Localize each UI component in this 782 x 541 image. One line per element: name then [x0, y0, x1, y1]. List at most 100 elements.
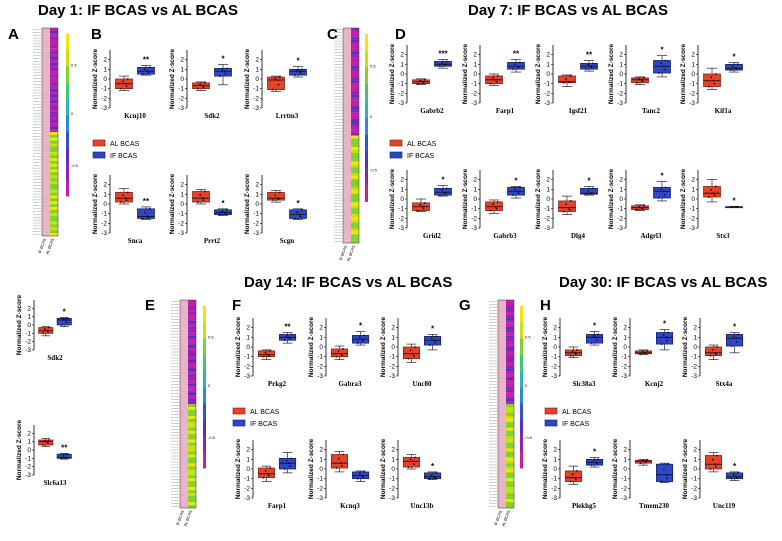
heatmap-cell: [50, 97, 58, 101]
heatmap-cell: [506, 442, 514, 446]
y-tick-label: 2: [391, 447, 395, 454]
y-tick-label: 2: [623, 325, 627, 332]
heatmap-cell: [343, 152, 351, 156]
heatmap-cell: [506, 401, 514, 405]
if-bcas-point: [662, 468, 665, 471]
heatmap-cell: [188, 421, 196, 425]
heatmap-cell: [50, 103, 58, 107]
y-tick-label: -2: [244, 485, 250, 492]
significance-marker: **: [586, 50, 593, 59]
heatmap-cell: [343, 144, 351, 148]
heatmap-cell: [506, 392, 514, 396]
heatmap-cell: [180, 460, 188, 464]
y-tick-label: 0: [180, 76, 184, 83]
if-bcas-box: [656, 332, 674, 345]
heatmap-cell: [506, 502, 514, 506]
if-bcas-point: [590, 342, 593, 345]
heatmap-cell: [498, 448, 506, 452]
heatmap-cell: [498, 496, 506, 500]
heatmap-cell: [506, 433, 514, 437]
heatmap-cell: [351, 68, 359, 72]
if-bcas-point: [663, 193, 666, 196]
al-bcas-point: [565, 77, 568, 80]
if-bcas-point: [660, 188, 663, 191]
heatmap-cell: [50, 224, 58, 228]
boxplot-a_sdk2: -3-2 -101 2 Normalized Z-score * Sdk2: [16, 294, 72, 362]
y-tick-label: -2: [617, 90, 623, 97]
y-tick-label: -1: [471, 81, 477, 88]
if-bcas-box: [434, 188, 452, 196]
y-tick-label: 0: [319, 466, 323, 473]
colorbar-segment: [365, 168, 368, 186]
heatmap-cell: [351, 240, 359, 244]
al-bcas-point: [126, 191, 129, 194]
heatmap-cell: [498, 368, 506, 372]
if-bcas-point: [285, 459, 288, 462]
heatmap-cell: [351, 91, 359, 95]
al-bcas-point: [278, 191, 281, 194]
y-tick-label: -2: [101, 95, 107, 102]
legend-label-al: AL BCAS: [250, 409, 280, 416]
heatmap-cell: [506, 499, 514, 503]
heatmap-cell: [188, 478, 196, 482]
heatmap-cell: [343, 59, 351, 63]
heatmap-cell: [506, 353, 514, 357]
colorbar-segment: [365, 34, 368, 51]
y-tick-label: -2: [178, 220, 184, 227]
heatmap-col-label-al: AL BCAS: [45, 237, 56, 255]
heatmap-cell: [42, 152, 50, 156]
heatmap-cell: [42, 149, 50, 153]
heatmap-cell: [498, 460, 506, 464]
heatmap-cell: [180, 415, 188, 419]
heatmap-cell: [506, 335, 514, 339]
heatmap-cell: [188, 442, 196, 446]
if-bcas-point: [356, 342, 359, 345]
y-tick-label: 1: [103, 66, 107, 73]
heatmap-cell: [506, 344, 514, 348]
legend-swatch-if: [389, 151, 403, 159]
heatmap-cell: [180, 314, 188, 318]
al-bcas-point: [563, 81, 565, 84]
al-bcas-point: [197, 87, 199, 90]
panel-letter-f: F: [232, 297, 242, 314]
if-bcas-point: [296, 69, 299, 72]
heatmap-cell: [351, 228, 359, 232]
boxplot-d7_farp1: -3 -2 -1 0 1 2 Normalized Z-score ** Farp1: [462, 43, 525, 115]
if-bcas-point: [730, 477, 733, 480]
al-bcas-point: [414, 456, 416, 459]
heatmap-cell: [343, 106, 351, 110]
al-bcas-box: [192, 191, 210, 203]
heatmap-col-label-if: IF BCAS: [175, 509, 185, 526]
legend-label-if: IF BCAS: [110, 153, 138, 160]
al-bcas-point: [267, 472, 269, 475]
al-bcas-box: [558, 200, 576, 212]
heatmap-cell: [351, 80, 359, 84]
if-bcas-point: [62, 454, 65, 457]
panel-letter-a: A: [8, 26, 19, 43]
al-bcas-point: [423, 78, 426, 81]
if-bcas-point: [300, 208, 303, 211]
heatmap-cell: [343, 109, 351, 113]
heatmap-cell: [42, 68, 50, 72]
al-bcas-point: [122, 80, 125, 83]
heatmap-cell: [180, 359, 188, 363]
gene-label: Unc80: [412, 380, 432, 388]
heatmap-cell: [180, 341, 188, 345]
boxplot-d7_grid2: -3 -2 -1 0 1 2 Normalized Z-score * Grid2: [389, 168, 452, 240]
heatmap-cell: [343, 205, 351, 209]
gene-label: Kif1a: [715, 107, 732, 115]
al-bcas-point: [639, 462, 642, 465]
y-axis-label: Normalized Z-score: [92, 48, 99, 109]
heatmap-cell: [343, 74, 351, 78]
heatmap-cell: [498, 371, 506, 375]
significance-marker: *: [593, 322, 597, 331]
y-tick-label: 2: [473, 177, 477, 184]
heatmap-cell: [498, 436, 506, 440]
al-bcas-point: [335, 467, 338, 469]
if-bcas-point: [362, 476, 364, 479]
al-bcas-point: [641, 207, 644, 210]
heatmap-cell: [351, 89, 359, 93]
heatmap-cell: [506, 368, 514, 372]
al-bcas-box: [115, 192, 133, 203]
y-tick-label: -1: [621, 476, 627, 483]
